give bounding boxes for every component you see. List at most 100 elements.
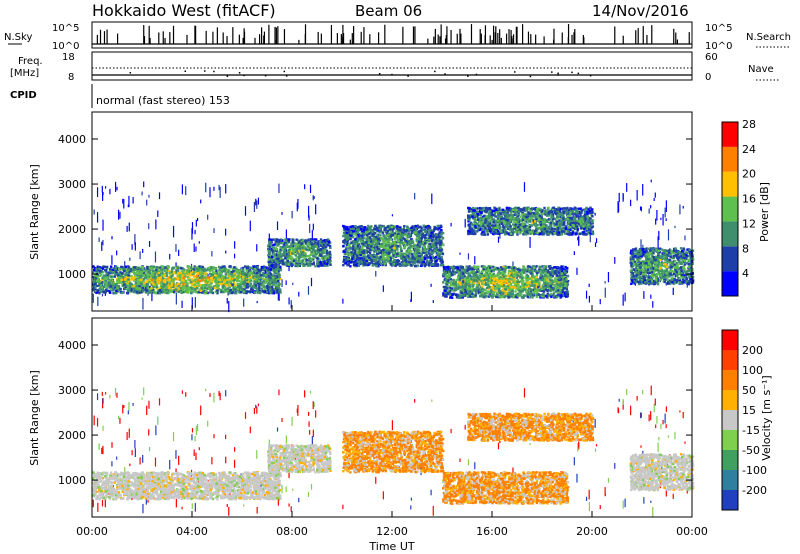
data-cell xyxy=(595,238,598,243)
data-cell xyxy=(301,249,305,252)
data-cell xyxy=(366,246,369,249)
data-cell xyxy=(189,266,193,269)
data-cell xyxy=(154,251,157,263)
data-cell xyxy=(413,253,416,256)
data-cell xyxy=(289,257,293,260)
data-cell xyxy=(401,253,404,256)
data-cell xyxy=(212,266,215,269)
data-cell xyxy=(171,273,175,276)
data-cell xyxy=(371,247,375,251)
data-cell xyxy=(191,289,194,293)
data-cell xyxy=(228,300,230,313)
data-cell xyxy=(326,261,330,264)
data-cell xyxy=(316,247,320,251)
data-cell xyxy=(433,260,437,263)
data-cell xyxy=(161,269,164,272)
data-cell xyxy=(123,278,127,281)
data-cell xyxy=(233,253,236,259)
data-cell xyxy=(308,215,310,221)
data-cell xyxy=(405,249,409,253)
data-cell xyxy=(145,284,148,288)
data-cell xyxy=(169,290,173,293)
data-cell xyxy=(157,289,160,292)
data-cell xyxy=(292,259,296,263)
data-cell xyxy=(411,256,414,259)
data-cell xyxy=(161,266,164,269)
data-cell xyxy=(205,182,207,193)
data-cell xyxy=(679,204,681,215)
data-cell xyxy=(366,234,369,237)
data-cell xyxy=(306,264,310,267)
data-cell xyxy=(267,258,271,261)
data-cell xyxy=(409,258,412,261)
data-cell xyxy=(277,278,280,281)
data-cell xyxy=(661,260,663,266)
data-cell xyxy=(186,275,189,279)
data-cell xyxy=(420,250,424,254)
data-cell xyxy=(92,281,95,284)
data-cell xyxy=(404,263,408,266)
data-cell xyxy=(210,281,213,284)
data-cell xyxy=(419,253,423,256)
data-cell xyxy=(404,234,408,237)
data-cell xyxy=(169,253,171,260)
data-cell xyxy=(182,274,186,277)
data-cell xyxy=(188,288,191,291)
data-cell xyxy=(207,214,209,220)
data-cell xyxy=(208,280,211,283)
data-cell xyxy=(277,267,280,270)
data-cell xyxy=(98,288,102,291)
data-cell xyxy=(431,236,435,239)
data-cell xyxy=(360,225,364,228)
data-cell xyxy=(257,269,261,273)
data-cell xyxy=(193,265,196,268)
data-cell xyxy=(176,269,180,272)
data-cell xyxy=(192,280,196,284)
data-cell xyxy=(177,272,180,275)
data-cell xyxy=(278,239,282,242)
data-cell xyxy=(296,255,299,259)
freq-tick-bottom: 8 xyxy=(68,72,74,83)
data-cell xyxy=(196,217,199,222)
data-cell xyxy=(386,225,389,229)
data-cell xyxy=(365,227,369,231)
data-cell xyxy=(316,262,319,266)
data-cell xyxy=(92,275,95,279)
data-cell xyxy=(271,264,274,267)
data-cell xyxy=(159,284,163,288)
data-cell xyxy=(351,257,354,261)
data-cell xyxy=(116,285,119,288)
data-cell xyxy=(347,232,351,235)
data-cell xyxy=(227,290,231,293)
data-cell xyxy=(221,267,224,271)
data-cell xyxy=(188,289,192,293)
data-cell xyxy=(309,184,312,194)
data-cell xyxy=(382,243,385,246)
data-cell xyxy=(237,279,241,283)
data-cell xyxy=(300,238,303,242)
data-cell xyxy=(228,265,231,268)
data-cell xyxy=(125,272,128,276)
data-cell xyxy=(232,270,235,273)
data-cell xyxy=(388,260,391,263)
data-cell xyxy=(362,229,366,232)
data-cell xyxy=(138,285,141,288)
freq-outlier xyxy=(283,70,286,73)
data-cell xyxy=(101,241,103,251)
data-cell xyxy=(107,278,110,281)
data-cell xyxy=(251,271,255,275)
data-cell xyxy=(354,238,357,241)
data-cell xyxy=(178,278,182,282)
data-cell xyxy=(143,181,145,188)
data-cell xyxy=(229,284,233,287)
data-cell xyxy=(215,274,219,278)
data-cell xyxy=(141,286,144,290)
data-cell xyxy=(140,291,143,294)
data-cell xyxy=(135,270,139,273)
data-cell xyxy=(321,243,324,246)
data-cell xyxy=(205,273,209,276)
data-cell xyxy=(304,239,307,242)
data-cell xyxy=(423,242,427,245)
data-cell xyxy=(245,279,248,282)
data-cell xyxy=(99,290,103,294)
